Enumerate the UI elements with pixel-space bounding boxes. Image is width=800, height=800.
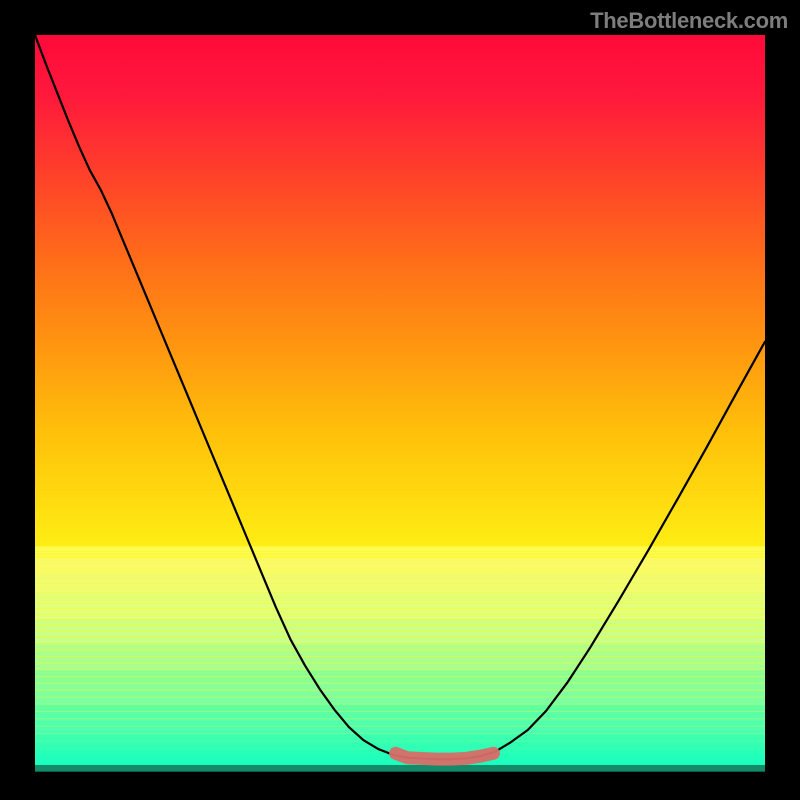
chart-svg — [0, 0, 800, 800]
bottleneck-chart: TheBottleneck.com — [0, 0, 800, 800]
watermark-text: TheBottleneck.com — [590, 8, 788, 34]
